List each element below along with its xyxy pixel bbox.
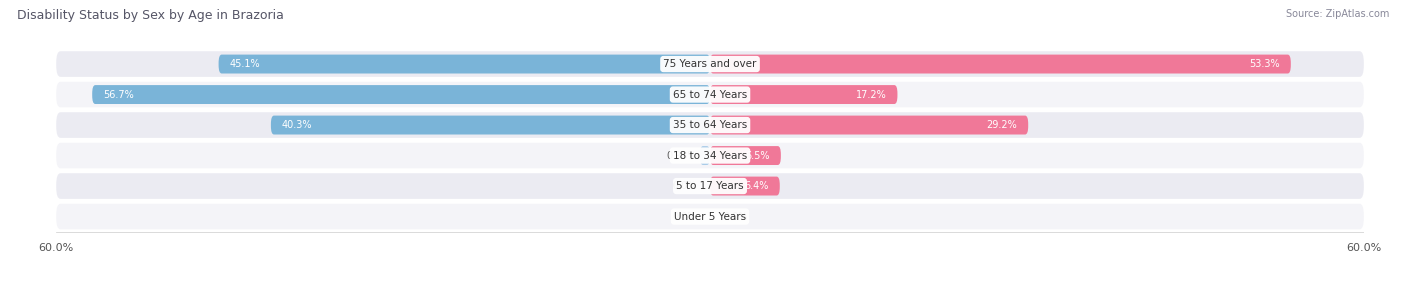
FancyBboxPatch shape bbox=[56, 51, 1364, 77]
FancyBboxPatch shape bbox=[271, 116, 710, 135]
Text: 40.3%: 40.3% bbox=[281, 120, 312, 130]
Text: 65 to 74 Years: 65 to 74 Years bbox=[673, 90, 747, 99]
Text: 0.0%: 0.0% bbox=[672, 181, 697, 191]
FancyBboxPatch shape bbox=[710, 116, 1028, 135]
Text: 0.0%: 0.0% bbox=[723, 212, 748, 221]
FancyBboxPatch shape bbox=[710, 177, 780, 196]
Text: 6.4%: 6.4% bbox=[745, 181, 769, 191]
FancyBboxPatch shape bbox=[56, 173, 1364, 199]
Text: 6.5%: 6.5% bbox=[745, 151, 770, 160]
Text: 29.2%: 29.2% bbox=[987, 120, 1018, 130]
FancyBboxPatch shape bbox=[56, 204, 1364, 229]
Text: 18 to 34 Years: 18 to 34 Years bbox=[673, 151, 747, 160]
Text: 56.7%: 56.7% bbox=[103, 90, 134, 99]
Text: 53.3%: 53.3% bbox=[1250, 59, 1279, 69]
FancyBboxPatch shape bbox=[710, 55, 1291, 74]
FancyBboxPatch shape bbox=[700, 146, 710, 165]
FancyBboxPatch shape bbox=[56, 143, 1364, 168]
FancyBboxPatch shape bbox=[56, 112, 1364, 138]
FancyBboxPatch shape bbox=[93, 85, 710, 104]
Text: 35 to 64 Years: 35 to 64 Years bbox=[673, 120, 747, 130]
Text: Under 5 Years: Under 5 Years bbox=[673, 212, 747, 221]
FancyBboxPatch shape bbox=[710, 85, 897, 104]
Text: Source: ZipAtlas.com: Source: ZipAtlas.com bbox=[1285, 9, 1389, 19]
FancyBboxPatch shape bbox=[710, 146, 780, 165]
Text: 0.93%: 0.93% bbox=[666, 151, 697, 160]
Text: Disability Status by Sex by Age in Brazoria: Disability Status by Sex by Age in Brazo… bbox=[17, 9, 284, 22]
FancyBboxPatch shape bbox=[218, 55, 710, 74]
Text: 45.1%: 45.1% bbox=[229, 59, 260, 69]
Text: 5 to 17 Years: 5 to 17 Years bbox=[676, 181, 744, 191]
Text: 0.0%: 0.0% bbox=[672, 212, 697, 221]
FancyBboxPatch shape bbox=[56, 82, 1364, 107]
Text: 17.2%: 17.2% bbox=[856, 90, 887, 99]
Text: 75 Years and over: 75 Years and over bbox=[664, 59, 756, 69]
